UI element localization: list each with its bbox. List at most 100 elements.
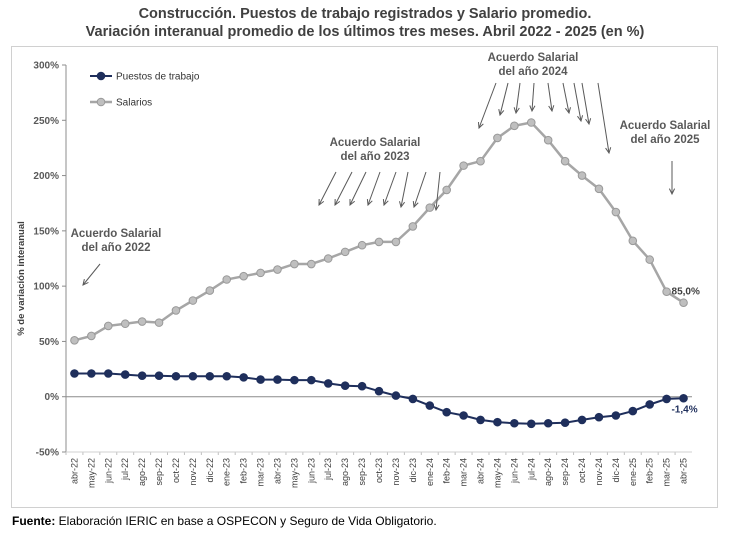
- point-puestos-20: [408, 394, 418, 404]
- series-line-puestos: [74, 372, 684, 425]
- x-tick-label: ene-23: [222, 458, 232, 486]
- arrow-2024-5: [562, 82, 570, 114]
- chart-frame: -50% 0% 50% 100% 150% 200% 250% 300% % de variac…: [11, 46, 718, 508]
- x-tick-label: jul-22: [120, 458, 130, 481]
- point-puestos-2: [103, 369, 113, 378]
- point-salarios-17: [357, 240, 367, 250]
- arrow-2025-head: [668, 188, 676, 196]
- arrow-2023-4-head: [382, 198, 389, 207]
- x-tick-label: abr-25: [679, 458, 689, 484]
- x-tick-label: oct-23: [374, 458, 384, 483]
- point-salarios-13: [290, 259, 299, 269]
- arrow-2023-0-head: [318, 198, 325, 207]
- point-salarios-1: [87, 331, 96, 341]
- x-tick-label: dic-22: [205, 458, 215, 483]
- end-label-salarios: 85,0%: [672, 287, 700, 298]
- annotation-3-line2: del año 2024: [498, 66, 568, 78]
- point-puestos-9: [222, 371, 232, 381]
- point-salarios-36: [679, 298, 688, 308]
- point-salarios-3: [120, 319, 130, 329]
- point-puestos-33: [628, 406, 638, 416]
- x-tick-label: ago-23: [340, 458, 350, 486]
- point-puestos-31: [594, 412, 604, 422]
- source-text: Elaboración IERIC en base a OSPECON y Se…: [55, 514, 437, 528]
- x-tick-label: sep-24: [560, 458, 570, 486]
- arrow-2024-2-head: [513, 107, 520, 115]
- point-salarios-14: [307, 259, 316, 269]
- annotation-4-line1: Acuerdo Salarial: [620, 120, 711, 132]
- point-puestos-16: [340, 381, 350, 390]
- point-puestos-15: [323, 379, 333, 388]
- x-tick-label: ene-25: [628, 458, 638, 486]
- point-salarios-2: [103, 321, 113, 331]
- x-tick-label: feb-24: [442, 458, 452, 484]
- point-salarios-18: [374, 237, 384, 247]
- point-salarios-34: [645, 255, 655, 264]
- x-tick-label: may-24: [492, 458, 502, 488]
- point-salarios-0: [70, 336, 79, 345]
- arrow-2024-8: [597, 82, 610, 154]
- arrow-2024-7-head: [585, 118, 592, 126]
- point-salarios-20: [408, 222, 418, 231]
- x-tick-label: nov-23: [391, 458, 401, 486]
- point-salarios-5: [154, 318, 164, 327]
- point-salarios-6: [171, 306, 181, 315]
- arrow-2022-head: [82, 279, 89, 286]
- point-puestos-25: [493, 417, 502, 427]
- arrow-2024-6: [573, 82, 582, 122]
- point-salarios-11: [256, 268, 265, 278]
- line-chart: -50% 0% 50% 100% 150% 200% 250% 300% % de variac…: [16, 52, 711, 488]
- point-puestos-1: [87, 369, 96, 378]
- x-tick-label: oct-24: [577, 458, 587, 483]
- chart-title-line2: Variación interanual promedio de los últ…: [85, 24, 645, 40]
- source-note: Fuente: Elaboración IERIC en base a OSPE…: [12, 514, 437, 528]
- legend-puestos-marker: [96, 71, 106, 81]
- point-puestos-5: [154, 371, 164, 381]
- point-puestos-4: [137, 371, 147, 381]
- arrow-2023-1-head: [334, 198, 341, 207]
- x-tick-label: sep-23: [357, 458, 367, 486]
- point-puestos-19: [391, 391, 401, 400]
- arrow-2023-1: [334, 171, 353, 206]
- point-salarios-12: [273, 265, 282, 274]
- arrow-2023-2: [349, 171, 367, 206]
- arrow-2024-1: [499, 82, 509, 116]
- arrow-2023-6: [413, 171, 427, 208]
- point-salarios-32: [611, 207, 621, 217]
- point-puestos-35: [662, 394, 671, 404]
- arrow-2024-3: [531, 82, 535, 112]
- point-puestos-23: [459, 411, 468, 420]
- x-tick-label: ago-22: [137, 458, 147, 486]
- x-tick-label: nov-22: [188, 458, 198, 486]
- x-tick-label: dic-23: [408, 458, 418, 483]
- chart-title-line1: Construcción. Puestos de trabajo registr…: [138, 6, 592, 22]
- point-puestos-29: [560, 418, 570, 427]
- x-tick-label: jul-23: [323, 458, 333, 481]
- point-puestos-11: [256, 375, 265, 384]
- x-tick-label: feb-25: [645, 458, 655, 484]
- point-salarios-31: [594, 184, 604, 194]
- series-points: -1,4% 85,0%: [70, 118, 700, 429]
- point-salarios-27: [526, 118, 536, 127]
- x-tick-label: mar-23: [256, 458, 266, 487]
- point-puestos-27: [526, 419, 536, 429]
- point-puestos-7: [188, 371, 198, 381]
- point-puestos-3: [120, 370, 130, 379]
- point-puestos-22: [442, 407, 451, 417]
- y-axis-title: % de variación interanual: [16, 221, 27, 336]
- axes-group: -50% 0% 50% 100% 150% 200% 250% 300% % de variac…: [16, 61, 692, 488]
- point-salarios-29: [560, 156, 570, 166]
- arrow-2024-0: [478, 82, 497, 129]
- arrow-2024-4-head: [548, 105, 555, 113]
- point-puestos-8: [205, 371, 215, 381]
- legend: Puestos de trabajo Salarios: [90, 72, 200, 109]
- x-tick-label: jun-22: [103, 458, 113, 484]
- x-tick-label: abr-22: [69, 458, 79, 484]
- y-tick-label: 50%: [39, 337, 59, 348]
- point-puestos-34: [645, 400, 655, 409]
- arrow-2023-4: [383, 171, 397, 206]
- point-puestos-17: [357, 381, 367, 391]
- series-lines: [74, 121, 685, 425]
- arrow-2023-6-head: [412, 200, 419, 209]
- arrow-2024-6-head: [577, 115, 584, 123]
